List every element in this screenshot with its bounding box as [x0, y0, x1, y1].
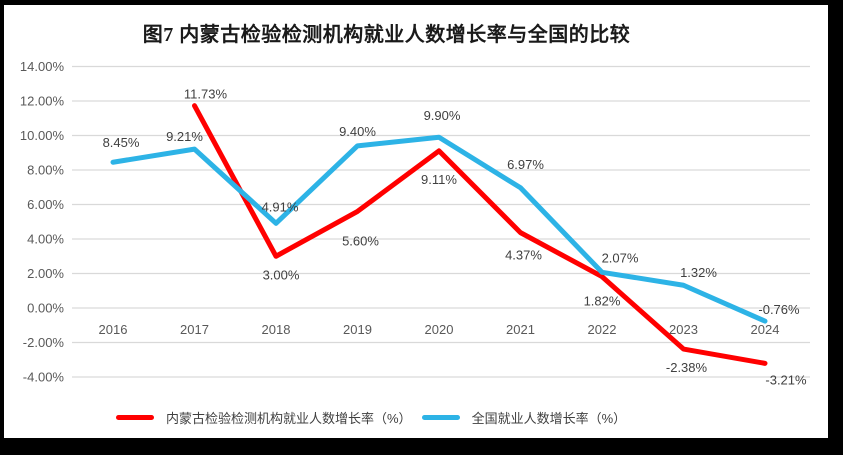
data-label-national: -0.76%: [758, 302, 800, 317]
data-label-inner-mongolia-testing-institutions: 3.00%: [263, 267, 300, 282]
legend-item-national: 全国就业人数增长率（%）: [421, 408, 627, 427]
data-label-national: 6.97%: [507, 157, 544, 172]
y-axis-tick-label: 10.00%: [20, 128, 65, 143]
data-label-national: 1.32%: [680, 265, 717, 280]
x-axis-tick-label: 2020: [425, 322, 454, 337]
y-axis-tick-label: -2.00%: [23, 335, 65, 350]
y-axis-tick-label: 14.00%: [20, 59, 65, 74]
chart-title: 图7 内蒙古检验检测机构就业人数增长率与全国的比较: [142, 24, 631, 46]
series-line-national: [110, 134, 768, 324]
y-axis-tick-label: 6.00%: [27, 197, 64, 212]
y-axis-tick-label: -4.00%: [23, 370, 65, 385]
chart-page: 14.00% 12.00% 10.00% 8.00% 6.00% 4.00% 2.00% 0.…: [4, 5, 828, 438]
x-axis-tick-label: 2024: [751, 322, 780, 337]
data-label-inner-mongolia-testing-institutions: 11.73%: [184, 87, 228, 102]
y-axis-tick-label: 12.00%: [20, 94, 65, 109]
x-axis-tick-label: 2017: [180, 322, 209, 337]
data-label-national: 9.40%: [339, 124, 376, 139]
legend-item-inner-mongolia: 内蒙古检验检测机构就业人数增长率（%）: [116, 408, 412, 427]
legend-label-national: 全国就业人数增长率（%）: [471, 411, 627, 426]
x-axis-tick-label: 2022: [588, 322, 617, 337]
y-axis-tick-label: 2.00%: [27, 266, 64, 281]
data-label-national: 9.21%: [166, 129, 203, 144]
data-label-inner-mongolia-testing-institutions: -3.21%: [765, 372, 807, 387]
x-axis-tick-label: 2021: [506, 322, 535, 337]
data-label-national: 4.91%: [262, 199, 299, 214]
series-line-inner-mongolia-testing-institutions: [192, 103, 768, 366]
x-axis-tick-label: 2018: [262, 322, 291, 337]
y-axis-tick-label: 8.00%: [27, 163, 64, 178]
data-label-national: 9.90%: [424, 108, 461, 123]
y-axis-tick-label: 0.00%: [27, 301, 64, 316]
data-label-inner-mongolia-testing-institutions: 9.11%: [421, 172, 457, 187]
legend-swatch-blue-line: [421, 415, 460, 420]
legend-swatch-red-line: [116, 415, 154, 420]
data-label-inner-mongolia-testing-institutions: 1.82%: [584, 294, 621, 309]
data-label-national: 8.45%: [103, 135, 140, 150]
y-axis-tick-label: 4.00%: [27, 232, 64, 247]
data-label-inner-mongolia-testing-institutions: 5.60%: [342, 233, 379, 248]
data-label-national: 2.07%: [602, 250, 639, 265]
line-chart-plot: 14.00% 12.00% 10.00% 8.00% 6.00% 4.00% 2.00% 0.…: [20, 59, 810, 387]
x-axis-tick-label: 2019: [343, 322, 372, 337]
legend: 内蒙古检验检测机构就业人数增长率（%） 全国就业人数增长率（%）: [116, 408, 626, 427]
x-axis-tick-label: 2016: [99, 322, 128, 337]
data-label-inner-mongolia-testing-institutions: -2.38%: [666, 360, 708, 375]
x-axis-tick-label: 2023: [669, 322, 698, 337]
legend-label-inner-mongolia: 内蒙古检验检测机构就业人数增长率（%）: [166, 411, 412, 426]
data-label-inner-mongolia-testing-institutions: 4.37%: [505, 248, 542, 263]
